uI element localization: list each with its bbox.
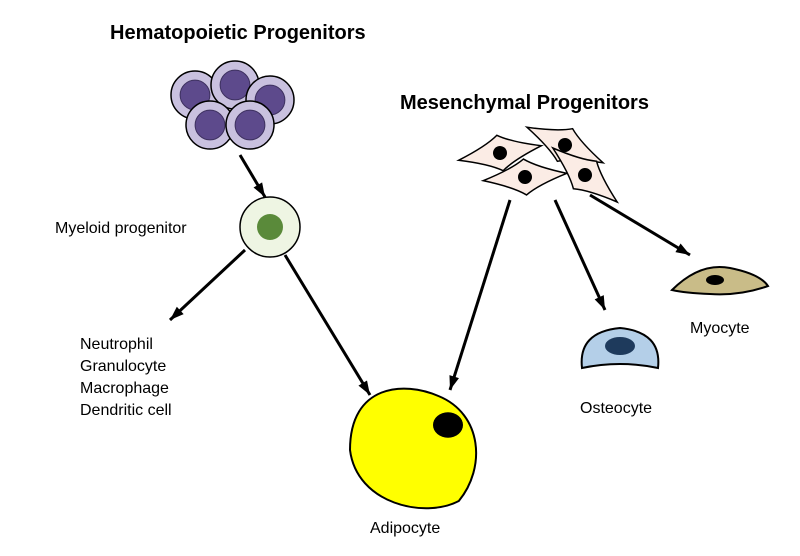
arrowhead-hemato-to-myeloid — [254, 182, 265, 197]
title-hematopoietic: Hematopoietic Progenitors — [110, 22, 366, 45]
diagram-stage: Hematopoietic Progenitors Mesenchymal Pr… — [0, 0, 800, 556]
label-adipocyte: Adipocyte — [370, 520, 440, 538]
label-myeloid: Myeloid progenitor — [55, 220, 187, 238]
hematopoietic-cluster-icon — [171, 61, 294, 149]
mesenchymal-cluster-icon — [456, 111, 629, 216]
arrow-myeloid-to-adipocyte — [285, 255, 370, 395]
arrow-myeloid-to-list — [170, 250, 245, 320]
myeloid-progenitor-icon — [240, 197, 300, 257]
title-mesenchymal: Mesenchymal Progenitors — [400, 92, 649, 115]
diagram-svg — [0, 0, 800, 556]
osteocyte-icon — [582, 328, 659, 368]
arrow-mesen-to-adipocyte — [450, 200, 510, 390]
label-cell-list: Neutrophil Granulocyte Macrophage Dendri… — [80, 334, 172, 422]
label-myocyte: Myocyte — [690, 320, 750, 338]
adipocyte-icon — [350, 389, 476, 509]
arrowhead-mesen-to-myocyte — [675, 244, 690, 255]
arrowhead-mesen-to-adipocyte — [449, 375, 459, 390]
arrowhead-mesen-to-osteocyte — [595, 295, 605, 310]
arrowhead-myeloid-to-adipocyte — [358, 380, 370, 395]
arrow-mesen-to-osteocyte — [555, 200, 605, 310]
label-osteocyte: Osteocyte — [580, 400, 652, 418]
myocyte-icon — [672, 267, 768, 294]
arrow-mesen-to-myocyte — [590, 195, 690, 255]
